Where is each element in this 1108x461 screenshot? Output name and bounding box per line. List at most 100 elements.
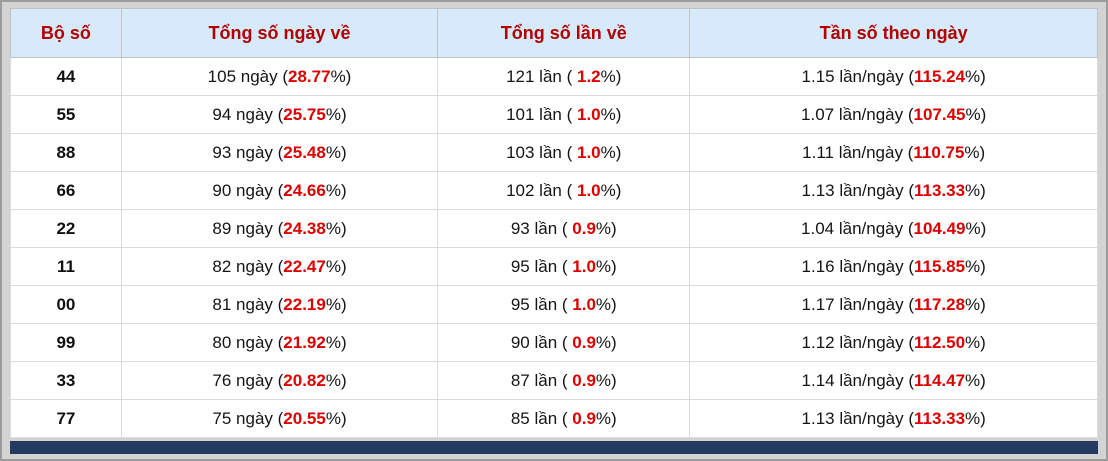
days-percent: 24.38 [283, 218, 326, 238]
days-percent: 20.55 [283, 408, 326, 428]
times-close: %) [595, 218, 617, 238]
days-cell: 90 ngày (24.66%) [120, 171, 439, 210]
times-percent: 0.9 [572, 408, 596, 428]
pair-cell: 33 [10, 361, 122, 400]
freq-close: %) [965, 104, 987, 124]
freq-text: 1.15 lần/ngày ( [801, 66, 914, 86]
times-cell: 95 lần ( 1.0%) [437, 247, 691, 286]
freq-close: %) [965, 218, 987, 238]
times-cell: 103 lần ( 1.0%) [437, 133, 691, 172]
freq-percent: 104.49 [913, 218, 966, 238]
times-text: 90 lần ( [510, 332, 573, 352]
times-close: %) [600, 66, 622, 86]
freq-text: 1.04 lần/ngày ( [801, 218, 914, 238]
pair-value: 88 [56, 142, 76, 162]
freq-close: %) [965, 256, 986, 276]
times-close: %) [600, 142, 622, 162]
freq-percent: 115.85 [913, 256, 966, 276]
pair-value: 22 [56, 218, 76, 238]
days-text: 90 ngày ( [212, 180, 284, 200]
freq-cell: 1.15 lần/ngày (115.24%) [689, 57, 1098, 96]
times-close: %) [595, 294, 617, 314]
days-text: 76 ngày ( [212, 370, 284, 390]
days-text: 105 ngày ( [207, 66, 289, 86]
freq-close: %) [965, 332, 986, 352]
freq-close: %) [965, 294, 986, 314]
times-text: 95 lần ( [510, 294, 573, 314]
freq-cell: 1.12 lần/ngày (112.50%) [689, 323, 1098, 362]
pair-value: 66 [56, 180, 76, 200]
days-percent: 21.92 [283, 332, 326, 352]
times-cell: 101 lần ( 1.0%) [437, 95, 691, 134]
times-text: 101 lần ( [506, 104, 577, 124]
times-cell: 87 lần ( 0.9%) [437, 361, 691, 400]
times-text: 85 lần ( [510, 408, 573, 428]
table-row: 33 76 ngày (20.82%) 87 lần ( 0.9%) 1.14 … [10, 361, 1098, 400]
times-close: %) [595, 408, 617, 428]
freq-text: 1.11 lần/ngày ( [802, 142, 914, 162]
table-row: 99 80 ngày (21.92%) 90 lần ( 0.9%) 1.12 … [10, 323, 1098, 362]
days-close: %) [325, 104, 347, 124]
freq-cell: 1.07 lần/ngày (107.45%) [689, 95, 1098, 134]
pair-cell: 88 [10, 133, 122, 172]
days-cell: 89 ngày (24.38%) [120, 209, 439, 248]
days-close: %) [325, 332, 347, 352]
table-row: 77 75 ngày (20.55%) 85 lần ( 0.9%) 1.13 … [10, 399, 1098, 438]
times-text: 103 lần ( [506, 142, 577, 162]
table-row: 66 90 ngày (24.66%) 102 lần ( 1.0%) 1.13… [10, 171, 1098, 210]
times-text: 87 lần ( [510, 370, 573, 390]
freq-cell: 1.13 lần/ngày (113.33%) [689, 171, 1098, 210]
pair-cell: 55 [10, 95, 122, 134]
days-percent: 22.47 [283, 256, 326, 276]
freq-percent: 114.47 [913, 370, 966, 390]
times-text: 121 lần ( [506, 66, 577, 86]
footer-bar [10, 441, 1098, 454]
pair-cell: 77 [10, 399, 122, 438]
table-body: 44 105 ngày (28.77%) 121 lần ( 1.2%) 1.1… [10, 57, 1098, 438]
days-close: %) [325, 218, 347, 238]
freq-cell: 1.04 lần/ngày (104.49%) [689, 209, 1098, 248]
times-percent: 1.0 [576, 180, 601, 200]
table-row: 11 82 ngày (22.47%) 95 lần ( 1.0%) 1.16 … [10, 247, 1098, 286]
times-close: %) [595, 332, 617, 352]
days-cell: 75 ngày (20.55%) [120, 399, 439, 438]
days-percent: 25.48 [283, 142, 326, 162]
freq-percent: 110.75 [913, 142, 965, 162]
freq-cell: 1.17 lần/ngày (117.28%) [689, 285, 1098, 324]
days-text: 80 ngày ( [212, 332, 284, 352]
freq-close: %) [965, 370, 986, 390]
days-cell: 105 ngày (28.77%) [120, 57, 439, 96]
freq-text: 1.16 lần/ngày ( [801, 256, 914, 276]
freq-cell: 1.13 lần/ngày (113.33%) [689, 399, 1098, 438]
times-text: 93 lần ( [510, 218, 573, 238]
freq-close: %) [964, 142, 986, 162]
times-percent: 1.0 [572, 256, 596, 276]
times-cell: 95 lần ( 1.0%) [437, 285, 691, 324]
days-close: %) [325, 180, 347, 200]
table-row: 55 94 ngày (25.75%) 101 lần ( 1.0%) 1.07… [10, 95, 1098, 134]
freq-cell: 1.11 lần/ngày (110.75%) [689, 133, 1098, 172]
pair-value: 11 [56, 256, 75, 276]
days-percent: 24.66 [283, 180, 326, 200]
days-cell: 82 ngày (22.47%) [120, 247, 439, 286]
days-text: 82 ngày ( [212, 256, 284, 276]
days-close: %) [325, 370, 347, 390]
pair-cell: 00 [10, 285, 122, 324]
times-text: 95 lần ( [510, 256, 573, 276]
times-cell: 93 lần ( 0.9%) [437, 209, 691, 248]
freq-text: 1.12 lần/ngày ( [801, 332, 914, 352]
days-cell: 94 ngày (25.75%) [120, 95, 439, 134]
table-row: 88 93 ngày (25.48%) 103 lần ( 1.0%) 1.11… [10, 133, 1098, 172]
pair-cell: 44 [10, 57, 122, 96]
days-close: %) [325, 408, 347, 428]
table-row: 00 81 ngày (22.19%) 95 lần ( 1.0%) 1.17 … [10, 285, 1098, 324]
times-text: 102 lần ( [506, 180, 577, 200]
pair-value: 33 [56, 370, 76, 390]
freq-close: %) [965, 180, 986, 200]
times-percent: 0.9 [572, 370, 596, 390]
freq-cell: 1.14 lần/ngày (114.47%) [689, 361, 1098, 400]
times-close: %) [595, 256, 617, 276]
table-row: 44 105 ngày (28.77%) 121 lần ( 1.2%) 1.1… [10, 57, 1098, 96]
times-percent: 0.9 [572, 218, 596, 238]
